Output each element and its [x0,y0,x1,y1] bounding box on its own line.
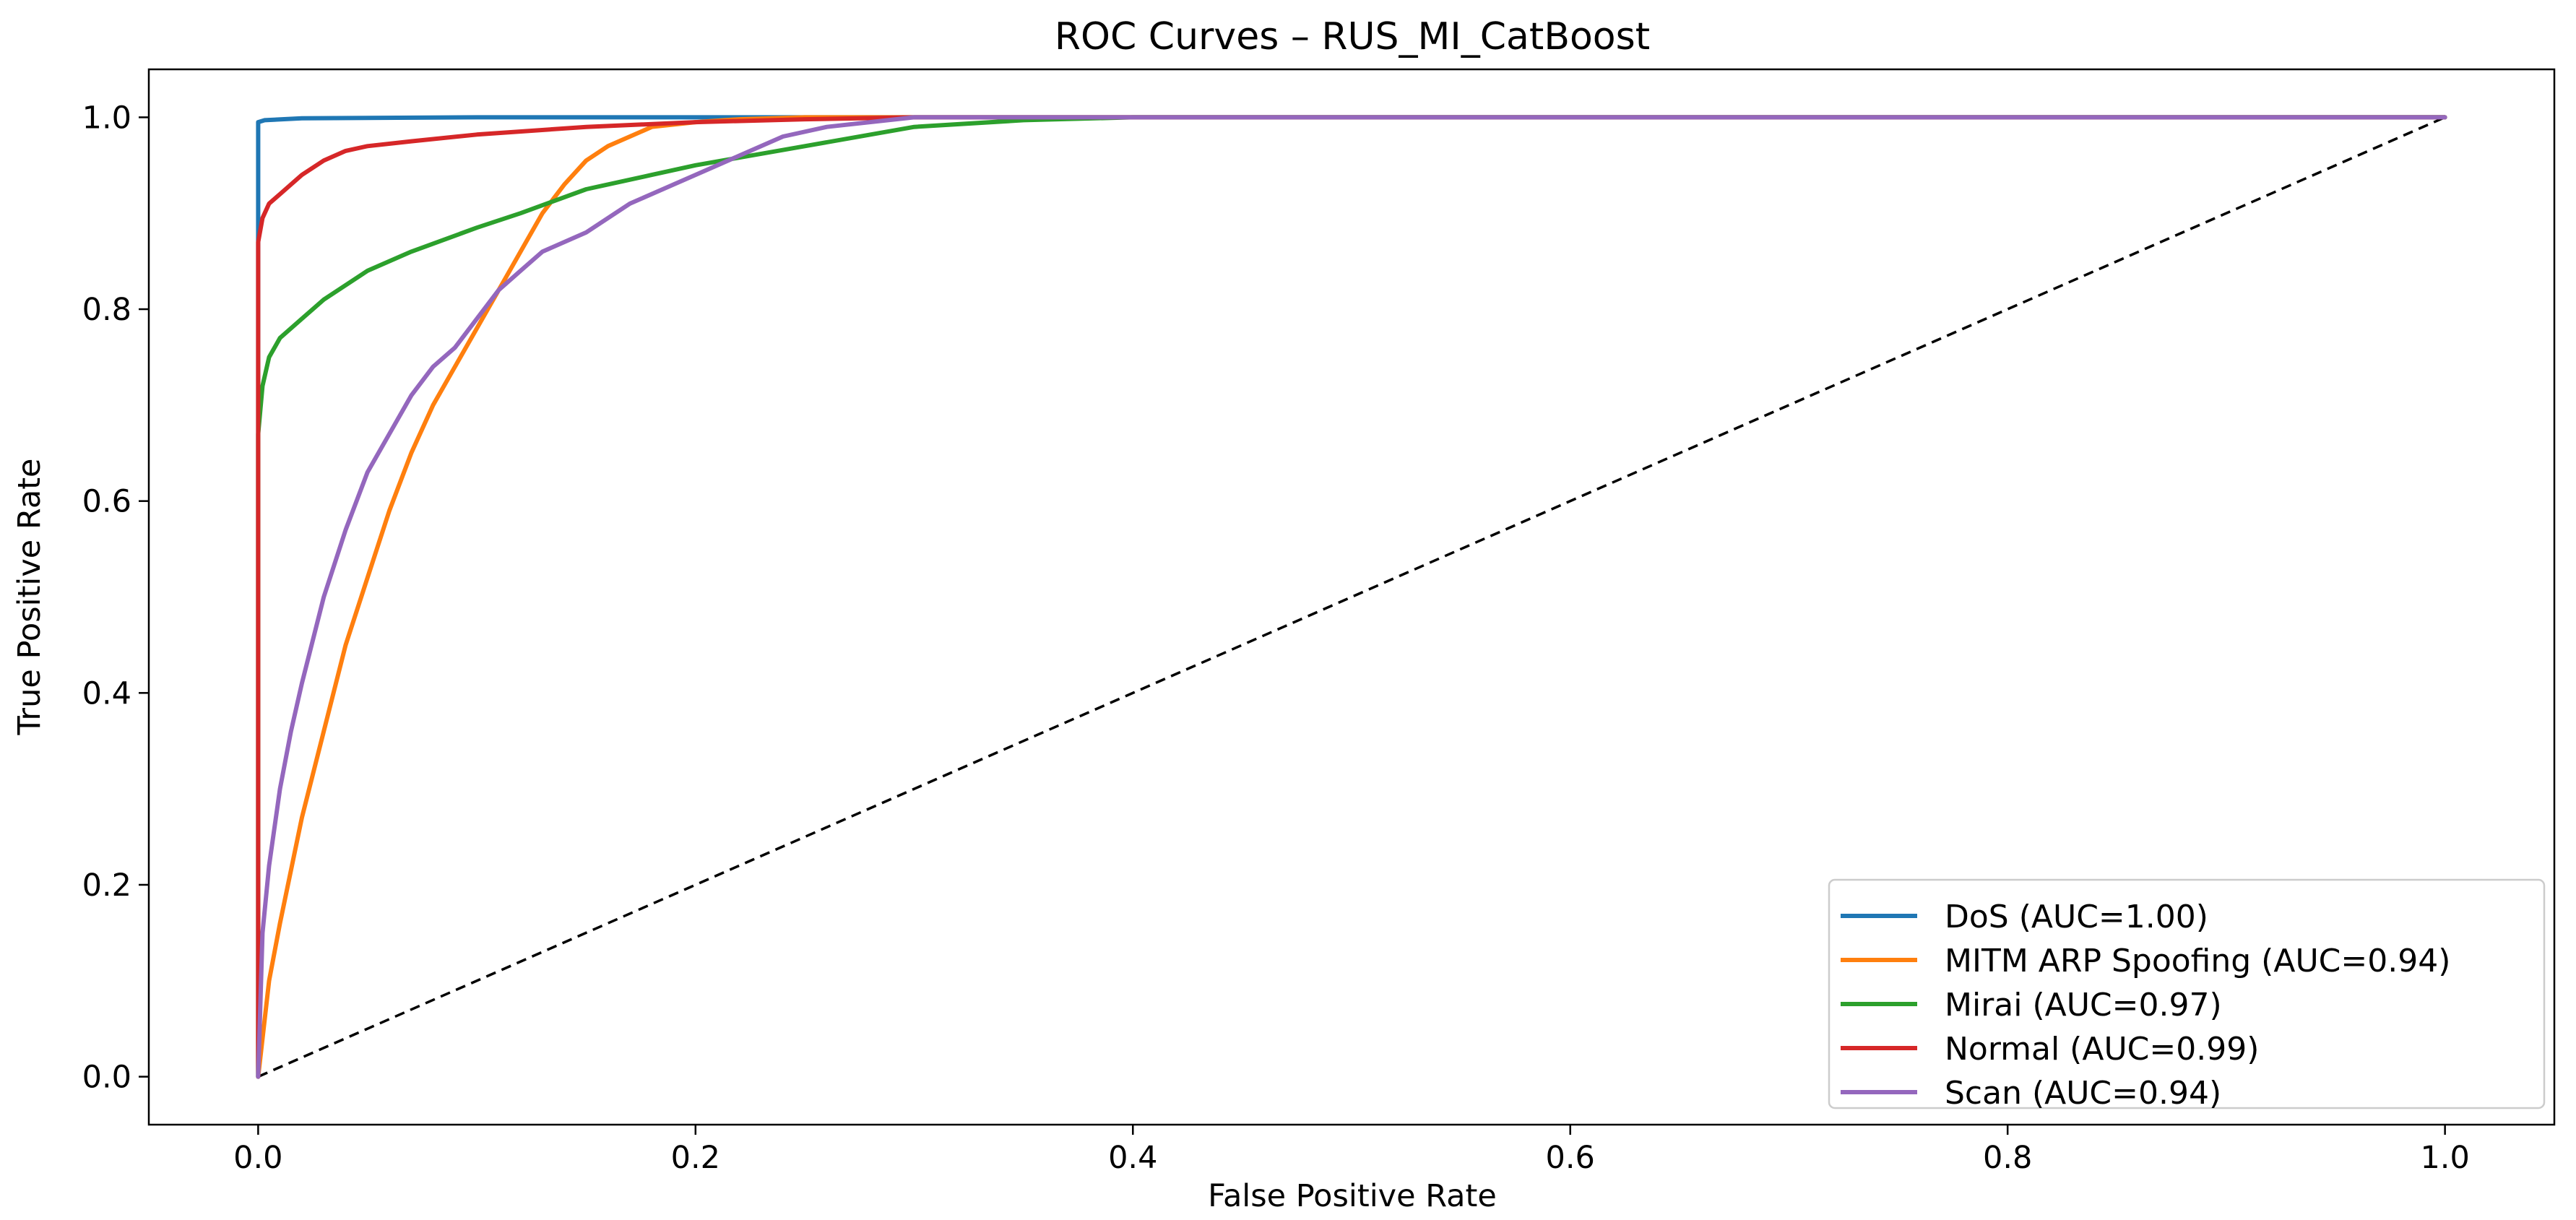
x-tick-label: 0.2 [671,1140,720,1176]
x-tick-label: 1.0 [2420,1140,2469,1176]
y-tick-label: 0.4 [82,675,131,711]
y-tick-label: 0.8 [82,292,131,328]
series-line-2 [256,115,2447,1079]
y-tick-label: 1.0 [82,100,131,136]
legend-label-0: DoS (AUC=1.00) [1945,899,2208,935]
chart-title: ROC Curves – RUS_MI_CatBoost [1055,15,1650,59]
legend-label-1: MITM ARP Spoofing (AUC=0.94) [1945,943,2450,979]
y-tick-label: 0.0 [82,1060,131,1096]
legend-label-3: Normal (AUC=0.99) [1945,1031,2259,1068]
x-axis: 0.0 0.2 0.4 0.6 0.8 1.0 [233,1125,2470,1176]
x-tick-label: 0.4 [1108,1140,1157,1176]
y-axis: 0.0 0.2 0.4 0.6 0.8 1.0 [82,100,149,1096]
legend-label-2: Mirai (AUC=0.97) [1945,987,2222,1024]
x-tick-label: 0.6 [1546,1140,1595,1176]
x-tick-label: 0.0 [233,1140,282,1176]
legend-label-4: Scan (AUC=0.94) [1945,1075,2221,1112]
y-tick-label: 0.6 [82,484,131,520]
y-axis-label: True Positive Rate [12,458,48,735]
y-tick-label: 0.2 [82,868,131,904]
legend-box [1828,878,2546,1109]
series-line-4 [256,115,2447,1079]
x-axis-label: False Positive Rate [1208,1178,1497,1214]
plot-frame [147,68,2556,1126]
x-tick-label: 0.8 [1983,1140,2032,1176]
legend: DoS (AUC=1.00) MITM ARP Spoofing (AUC=0.9… [1828,878,2546,1112]
series-line-0 [256,115,2447,1079]
plot-area [256,115,2447,1079]
series-line-3 [256,115,2447,1079]
